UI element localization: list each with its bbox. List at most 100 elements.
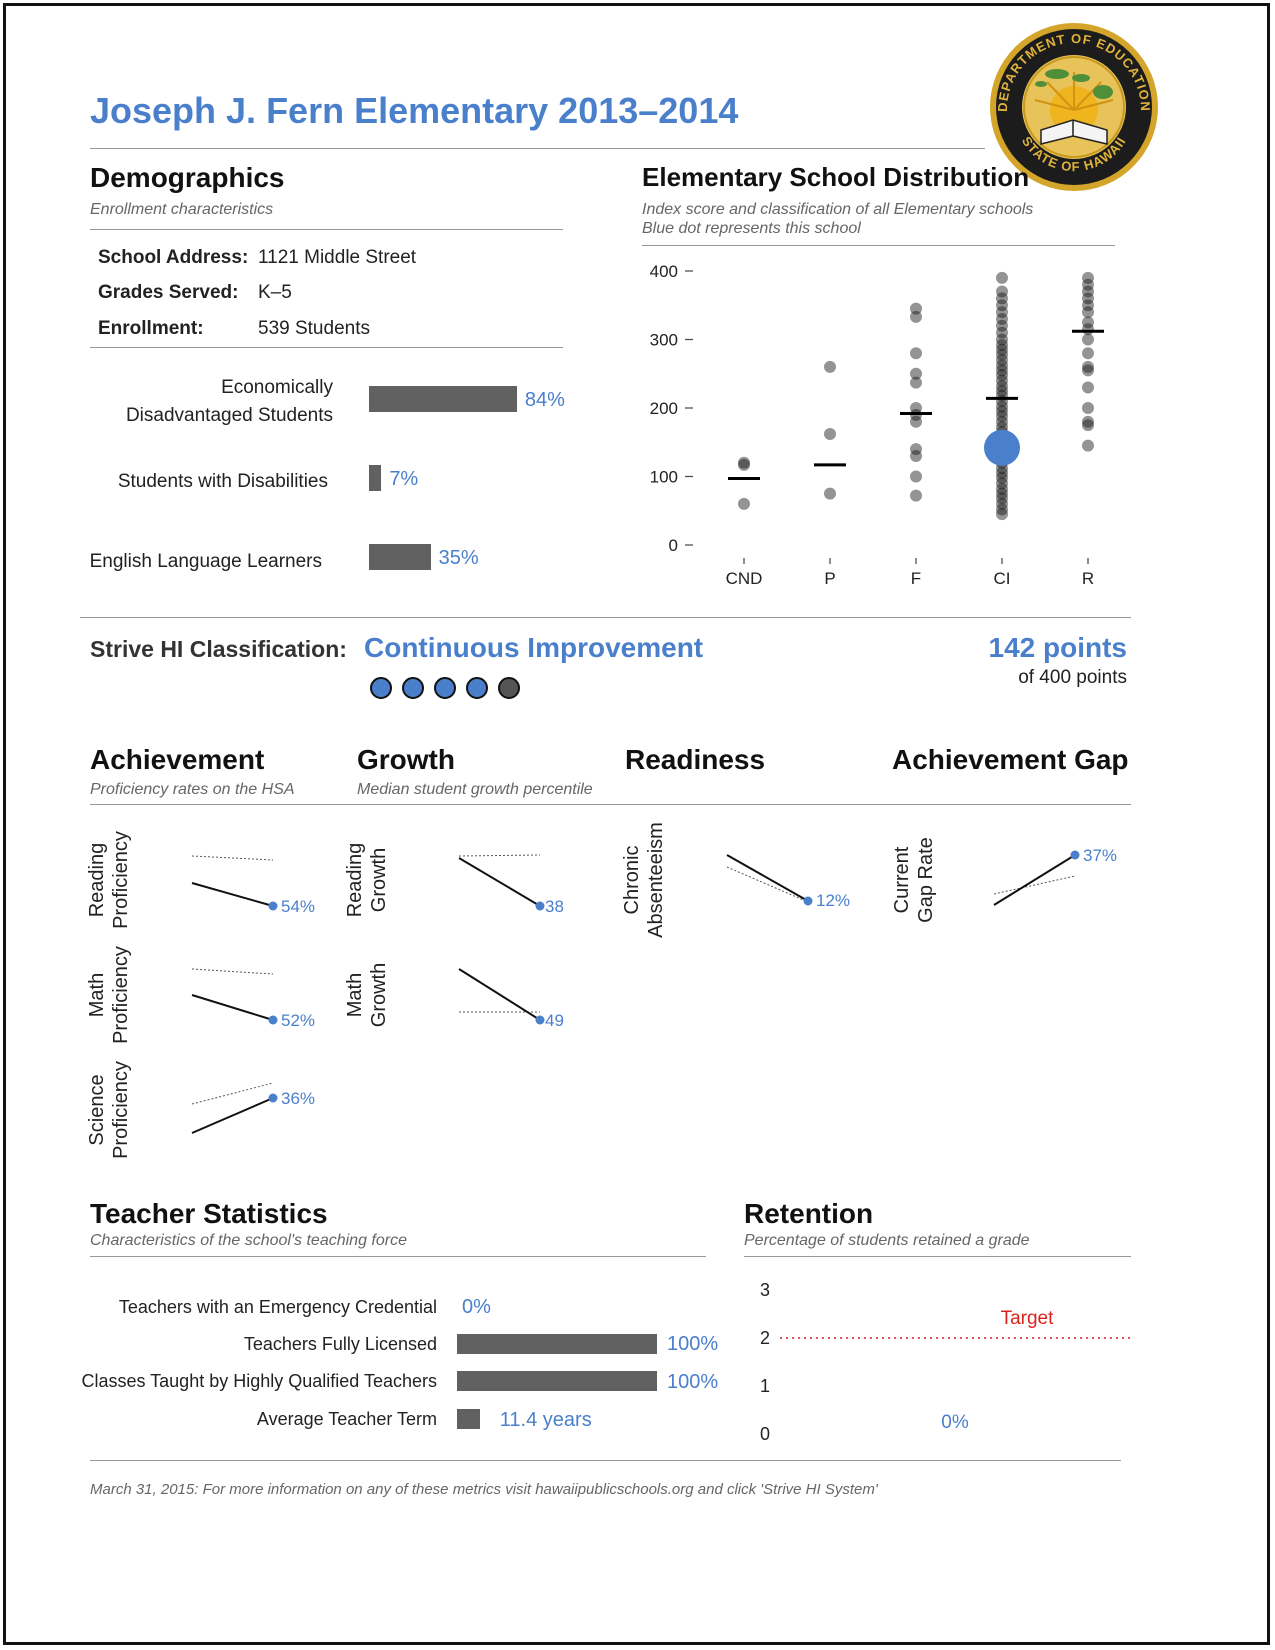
enrollment-label: Enrollment:: [98, 318, 204, 339]
x-tick-label: R: [1082, 569, 1094, 588]
school-point: [996, 384, 1008, 397]
school-point: [910, 489, 922, 502]
page-frame: [3, 3, 1270, 1645]
school-point: [1082, 439, 1094, 452]
demographics-subtitle: Enrollment characteristics: [90, 201, 274, 218]
school-point: [996, 415, 1008, 428]
retention-y-tick: 2: [760, 1328, 770, 1348]
growth-subtitle: Median student growth percentile: [357, 781, 593, 798]
footer-divider: [90, 1460, 1121, 1461]
x-tick-label: F: [911, 569, 921, 588]
achievement-heading: Achievement: [90, 744, 265, 775]
school-point: [910, 402, 922, 414]
distribution-divider: [642, 245, 1115, 246]
points-total: of 400 points: [1018, 667, 1127, 688]
y-tick-label: 400: [650, 262, 678, 281]
retention-divider: [744, 1256, 1131, 1257]
x-tick-label: P: [824, 569, 835, 588]
this-school-point: [984, 429, 1020, 466]
classification-label: Strive HI Classification:: [90, 636, 347, 662]
school-point: [824, 360, 836, 373]
school-point: [1082, 299, 1094, 312]
school-point: [996, 477, 1008, 490]
school-point: [738, 497, 750, 510]
school-point: [996, 471, 1008, 484]
department-of-education-seal: DEPARTMENT OF EDUCATION STATE OF HAWAII: [990, 23, 1158, 191]
ell-label: English Language Learners: [89, 551, 322, 572]
school-point: [1082, 415, 1094, 428]
school-point: [910, 443, 922, 456]
school-point: [910, 367, 922, 380]
classification-dot: [370, 677, 392, 699]
school-point: [1082, 316, 1094, 329]
science-proficiency-value: 36%: [281, 1089, 316, 1108]
school-point: [910, 376, 922, 389]
school-point: [996, 400, 1008, 413]
teacher-statistics-heading: Teacher Statistics: [90, 1198, 328, 1229]
growth-heading: Growth: [357, 744, 455, 775]
demographics-divider: [90, 229, 563, 230]
school-point: [996, 271, 1008, 284]
math-growth-value: 49: [545, 1011, 564, 1030]
reading-growth-value: 38: [545, 897, 564, 916]
retention-target-label: Target: [1001, 1308, 1055, 1329]
school-point: [996, 410, 1008, 423]
classification-dot: [498, 677, 520, 699]
math-proficiency-value: 52%: [281, 1011, 316, 1030]
school-point: [910, 449, 922, 462]
emergency-credential-label: Teachers with an Emergency Credential: [118, 1297, 437, 1317]
school-point: [1082, 360, 1094, 373]
disabilities-value: 7%: [389, 468, 419, 490]
school-point: [824, 428, 836, 441]
average-teacher-term-bar: [457, 1409, 480, 1429]
footer-note: March 31, 2015: For more information on …: [90, 1481, 878, 1498]
emergency-credential-value: 0%: [462, 1296, 491, 1318]
grades-value: K–5: [258, 282, 292, 303]
y-tick-label: 200: [650, 399, 678, 418]
chronic-absenteeism-label: Chronic Absenteeism: [621, 822, 667, 938]
school-point: [1082, 323, 1094, 336]
school-point: [996, 326, 1008, 339]
y-tick-label: 300: [650, 331, 678, 350]
reading-proficiency-value: 54%: [281, 897, 316, 916]
teacher-statistics-subtitle: Characteristics of the school's teaching…: [90, 1232, 407, 1249]
school-point: [1082, 306, 1094, 319]
classification-dot: [434, 677, 456, 699]
fully-licensed-value: 100%: [667, 1333, 719, 1355]
achievement-subtitle: Proficiency rates on the HSA: [90, 781, 295, 798]
school-point: [996, 487, 1008, 500]
school-point: [996, 299, 1008, 312]
fully-licensed-label: Teachers Fully Licensed: [243, 1334, 437, 1354]
school-point: [1082, 419, 1094, 432]
x-tick-label: CI: [994, 569, 1011, 588]
retention-heading: Retention: [744, 1198, 874, 1229]
y-tick-label: 100: [650, 468, 678, 487]
address-value: 1121 Middle Street: [258, 247, 417, 268]
retention-chart: 3 2 1 0 Target 0%: [760, 1280, 1134, 1444]
science-proficiency-label: Science Proficiency: [86, 1061, 132, 1159]
enrollment-value: 539 Students: [258, 318, 370, 339]
school-point: [996, 380, 1008, 393]
school-point: [1082, 402, 1094, 414]
school-point: [996, 359, 1008, 372]
disabilities-label: Students with Disabilities: [117, 471, 328, 492]
distribution-heading: Elementary School Distribution: [642, 162, 1030, 192]
school-point: [996, 503, 1008, 516]
fully-licensed-bar: [457, 1334, 657, 1354]
distribution-chart: 0 100 200 300 400 CND P F CI R: [650, 262, 1104, 588]
highly-qualified-bar: [457, 1371, 657, 1391]
highly-qualified-value: 100%: [667, 1371, 719, 1393]
school-point: [996, 492, 1008, 505]
retention-y-tick: 0: [760, 1424, 770, 1444]
school-point: [1082, 278, 1094, 291]
school-point: [996, 354, 1008, 367]
y-tick-label: 0: [669, 536, 678, 555]
retention-y-tick: 1: [760, 1376, 770, 1396]
school-point: [996, 338, 1008, 351]
school-point: [1082, 271, 1094, 284]
school-point: [910, 302, 922, 315]
school-point: [996, 497, 1008, 510]
average-teacher-term-value: 11.4 years: [499, 1409, 592, 1431]
school-point: [996, 508, 1008, 521]
classification-dot: [402, 677, 424, 699]
